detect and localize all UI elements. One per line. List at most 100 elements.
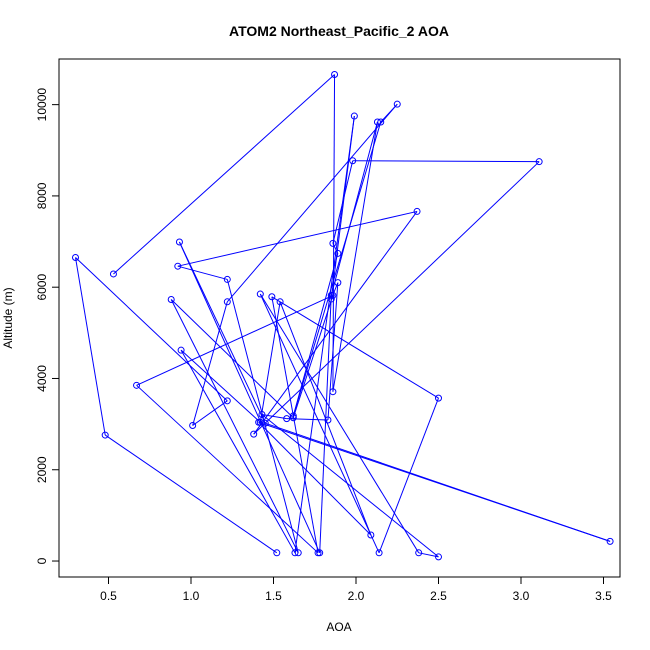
data-point	[327, 291, 335, 299]
data-point	[109, 270, 117, 278]
x-tick-label: 2.5	[430, 589, 447, 603]
series-group	[72, 71, 614, 561]
data-point	[289, 414, 297, 422]
x-tick-label: 3.5	[595, 589, 612, 603]
y-axis-label: Altitude (m)	[1, 287, 15, 348]
data-point	[261, 419, 269, 427]
series-segment	[75, 257, 106, 436]
data-point	[349, 157, 357, 165]
data-point	[276, 298, 284, 306]
data-point	[133, 381, 141, 389]
data-point	[334, 249, 342, 257]
data-point	[367, 531, 375, 539]
y-tick-label: 6000	[35, 274, 49, 301]
data-point	[327, 295, 335, 303]
data-point	[294, 549, 302, 557]
data-point	[606, 537, 614, 545]
x-tick-label: 3.0	[513, 589, 530, 603]
series-segment	[292, 253, 339, 417]
series-segment	[261, 414, 287, 420]
x-axis-label: AOA	[326, 620, 351, 634]
series-segment	[75, 257, 228, 402]
series-segment	[330, 121, 378, 296]
data-point	[258, 411, 266, 419]
x-axis: 0.5 1.0 1.5 2.0 2.5 3.0 3.5	[100, 576, 612, 603]
data-point	[377, 118, 385, 126]
data-point	[174, 262, 182, 270]
y-axis: 0 2000 4000 6000 8000 10000	[35, 88, 60, 564]
data-point	[268, 293, 276, 301]
data-point	[373, 118, 381, 126]
y-tick-label: 0	[35, 557, 49, 564]
data-point	[535, 158, 543, 166]
series-segment	[292, 121, 382, 417]
data-point	[72, 254, 79, 262]
series-segment	[292, 295, 334, 418]
data-point	[435, 394, 442, 402]
data-point	[175, 238, 183, 246]
series-segment	[271, 296, 439, 399]
data-point	[435, 553, 442, 561]
series-segment	[226, 279, 299, 553]
x-tick-label: 1.0	[183, 589, 200, 603]
data-point	[413, 207, 421, 215]
y-tick-label: 2000	[35, 456, 49, 483]
series-segment	[104, 434, 278, 554]
series-segment	[294, 115, 355, 553]
series-segment	[170, 299, 299, 554]
series-segment	[265, 422, 611, 542]
series-segment	[177, 210, 418, 267]
data-point	[350, 112, 358, 120]
data-point	[331, 71, 339, 79]
series-segment	[180, 349, 261, 423]
series-segment	[332, 121, 378, 392]
data-point	[250, 430, 258, 438]
series-segment	[378, 397, 439, 553]
data-point	[256, 290, 264, 298]
series-segment	[259, 293, 420, 554]
series-segment	[178, 241, 266, 424]
y-tick-label: 8000	[35, 182, 49, 209]
series-segment	[352, 160, 540, 163]
series-segment	[180, 349, 296, 554]
data-point	[289, 412, 297, 420]
series-segment	[332, 74, 336, 392]
data-point	[324, 416, 332, 424]
data-point	[223, 275, 231, 283]
y-tick-label: 4000	[35, 365, 49, 392]
series-segment	[192, 400, 228, 426]
data-point	[316, 549, 324, 557]
series-segment	[136, 384, 319, 554]
y-tick-label: 10000	[35, 88, 49, 122]
series-segment	[271, 296, 319, 553]
data-point	[329, 239, 337, 247]
data-point	[283, 415, 291, 423]
data-point	[223, 397, 231, 405]
data-point	[223, 298, 231, 306]
data-point	[329, 388, 337, 396]
data-point	[291, 549, 299, 557]
series-segment	[259, 301, 281, 423]
series-segment	[178, 241, 321, 554]
data-point	[334, 279, 342, 287]
series-segment	[177, 265, 228, 280]
series-segment	[259, 293, 380, 554]
data-point	[177, 346, 185, 354]
series-segment	[226, 103, 398, 303]
data-point	[273, 549, 281, 557]
series-segment	[192, 301, 228, 426]
series-segment	[380, 103, 398, 123]
series-segment	[258, 421, 372, 536]
x-tick-label: 1.5	[265, 589, 282, 603]
series-segment	[319, 295, 332, 553]
data-point	[101, 431, 109, 439]
data-point	[393, 100, 401, 108]
data-point	[375, 549, 383, 557]
x-tick-label: 0.5	[100, 589, 117, 603]
data-point	[415, 549, 423, 557]
data-point	[189, 421, 197, 429]
data-point	[255, 418, 263, 426]
series-segment	[261, 414, 439, 558]
series-segment	[113, 74, 335, 275]
